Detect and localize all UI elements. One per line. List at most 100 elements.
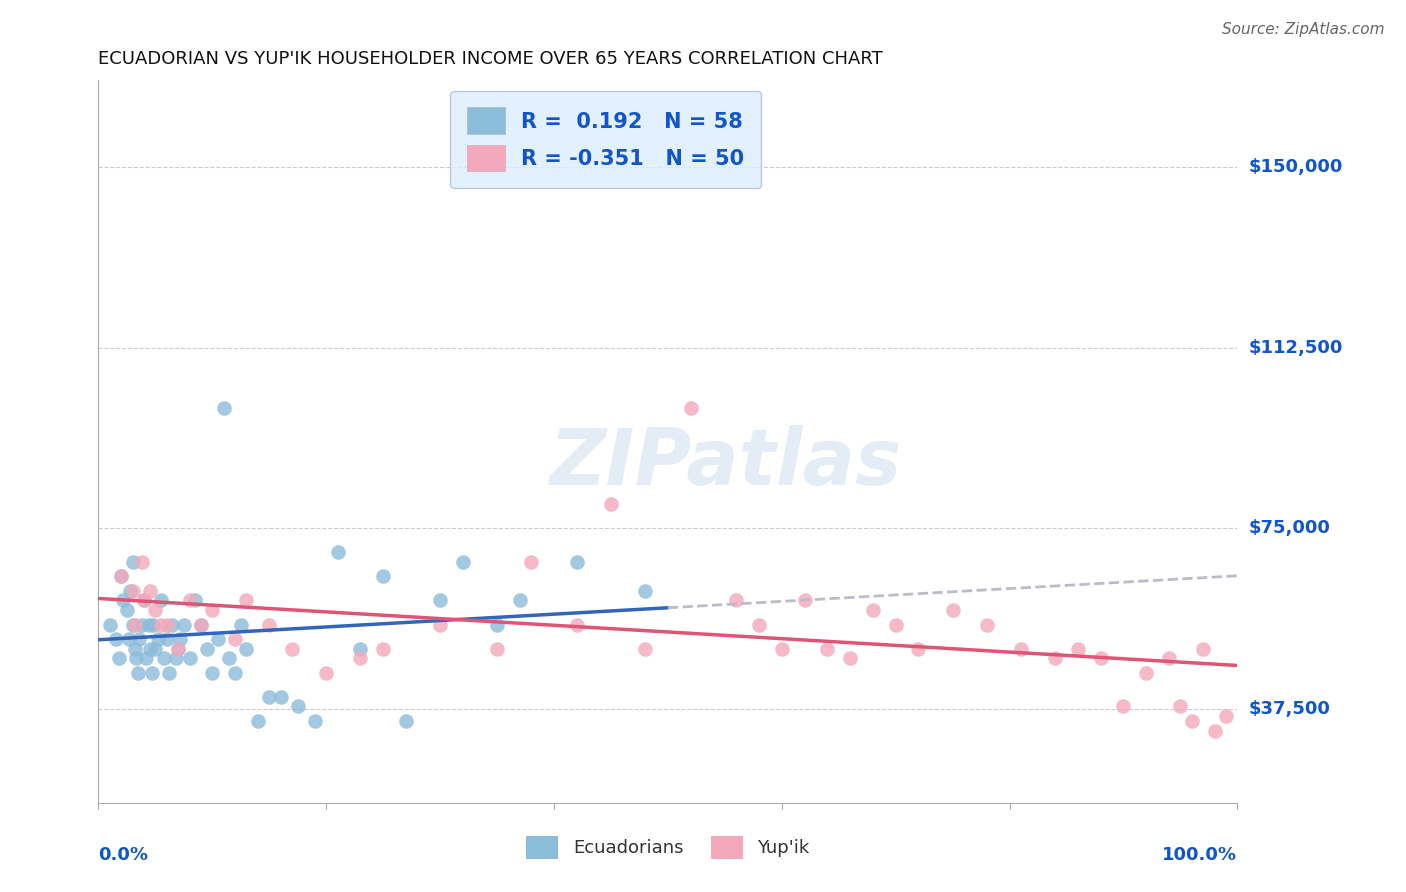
Point [132,593,155,607]
Point [108,651,131,665]
Point [179,593,201,607]
Text: $75,000: $75,000 [1249,519,1330,537]
Text: $150,000: $150,000 [1249,158,1343,176]
Point [907,641,929,656]
Text: ECUADORIAN VS YUP'IK HOUSEHOLDER INCOME OVER 65 YEARS CORRELATION CHART: ECUADORIAN VS YUP'IK HOUSEHOLDER INCOME … [98,50,883,68]
Text: 100.0%: 100.0% [1163,847,1237,864]
Point [235,593,257,607]
Point [138,583,160,598]
Point [145,603,167,617]
Point [1215,709,1237,723]
Point [212,401,235,415]
Point [112,593,135,607]
Point [156,617,179,632]
Point [169,632,191,646]
Point [201,603,224,617]
Text: Source: ZipAtlas.com: Source: ZipAtlas.com [1222,22,1385,37]
Point [520,555,543,569]
Point [395,714,418,728]
Point [1135,665,1157,680]
Point [201,665,224,680]
Point [371,569,394,583]
Point [153,651,176,665]
Legend: Ecuadorians, Yup'ik: Ecuadorians, Yup'ik [519,829,817,866]
Point [349,651,371,665]
Point [127,665,149,680]
Point [184,593,207,607]
Point [125,651,148,665]
Point [634,583,657,598]
Point [1112,699,1135,714]
Point [725,593,748,607]
Point [229,617,252,632]
Point [138,617,160,632]
Point [195,641,218,656]
Point [371,641,394,656]
Point [942,603,965,617]
Point [451,555,474,569]
Point [1192,641,1215,656]
Point [884,617,907,632]
Point [976,617,998,632]
Point [121,617,143,632]
Point [1204,723,1226,738]
Point [179,651,201,665]
Point [132,593,155,607]
Point [770,641,793,656]
Point [565,617,588,632]
Point [150,593,173,607]
Point [131,555,153,569]
Point [165,651,187,665]
Point [121,555,143,569]
Point [748,617,770,632]
Text: 0.0%: 0.0% [98,847,149,864]
Point [326,545,349,559]
Point [1067,641,1090,656]
Point [486,641,509,656]
Point [124,641,146,656]
Point [150,617,173,632]
Point [138,641,160,656]
Text: $112,500: $112,500 [1249,339,1343,357]
Point [793,593,815,607]
Point [281,641,304,656]
Point [429,593,451,607]
Point [862,603,884,617]
Point [131,617,153,632]
Point [190,617,212,632]
Point [156,632,179,646]
Point [839,651,862,665]
Point [142,617,165,632]
Point [1170,699,1192,714]
Point [104,632,127,646]
Point [1043,651,1066,665]
Point [679,401,702,415]
Point [167,641,190,656]
Point [128,632,150,646]
Point [486,617,509,632]
Point [1010,641,1032,656]
Point [121,583,143,598]
Point [167,641,190,656]
Point [162,617,184,632]
Text: $37,500: $37,500 [1249,700,1330,718]
Point [146,632,169,646]
Point [190,617,212,632]
Point [304,714,326,728]
Point [509,593,531,607]
Point [235,641,257,656]
Point [315,665,337,680]
Point [815,641,838,656]
Point [157,665,180,680]
Point [124,617,146,632]
Point [259,690,281,704]
Point [246,714,269,728]
Point [98,617,121,632]
Point [115,603,138,617]
Point [600,497,623,511]
Text: ZIPatlas: ZIPatlas [548,425,901,501]
Point [1157,651,1180,665]
Point [1181,714,1204,728]
Point [429,617,451,632]
Point [565,555,588,569]
